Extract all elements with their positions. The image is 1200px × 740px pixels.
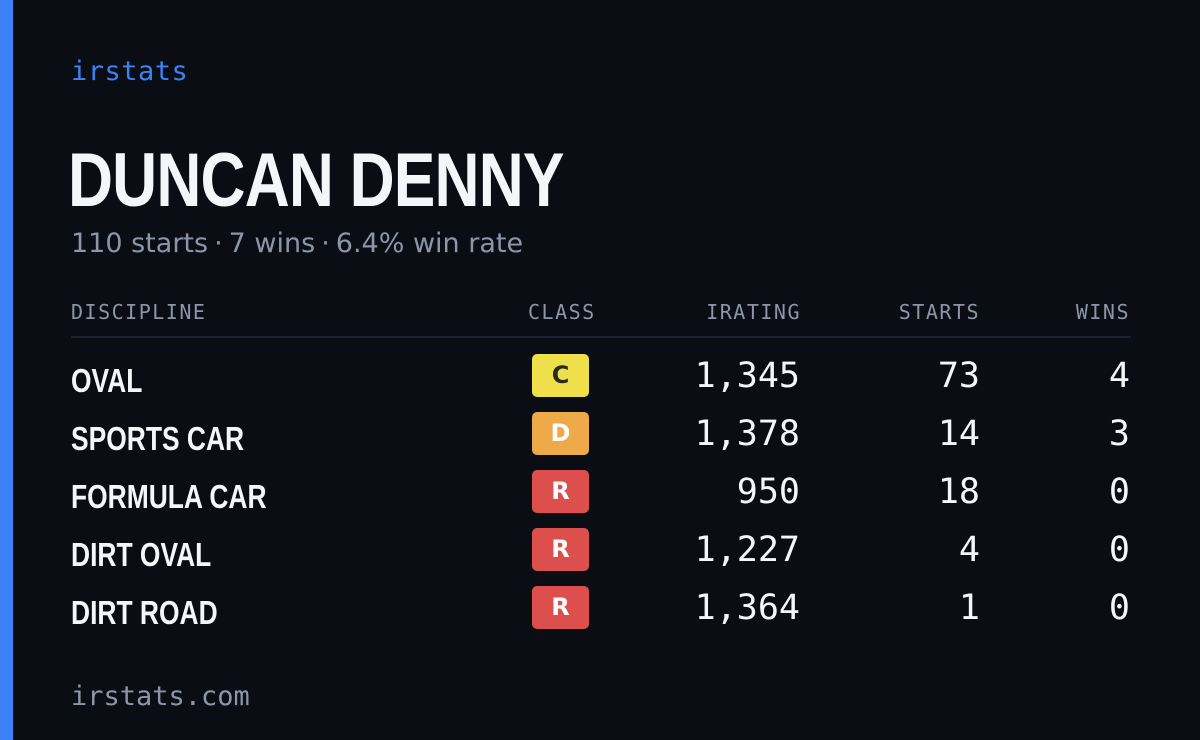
summary-separator: ·: [214, 228, 223, 259]
brand-logo-text: irstats: [71, 56, 189, 87]
header-starts: STARTS: [898, 300, 980, 324]
summary-wins: 7 wins: [228, 228, 316, 259]
row-wins: 4: [1108, 356, 1130, 396]
row-discipline: DIRT OVAL: [71, 536, 212, 573]
driver-summary: 110 starts · 7 wins · 6.4% win rate: [71, 228, 523, 259]
table-row: OVAL C 1,345 73 4: [71, 352, 1131, 410]
row-irating: 1,364: [694, 588, 800, 628]
row-irating: 1,345: [694, 356, 800, 396]
table-body: OVAL C 1,345 73 4 SPORTS CAR D 1,378 14 …: [71, 352, 1131, 642]
header-class: CLASS: [528, 300, 596, 324]
row-wins: 3: [1108, 414, 1130, 454]
row-discipline: SPORTS CAR: [71, 420, 245, 457]
header-irating: IRATING: [706, 300, 801, 324]
row-discipline: DIRT ROAD: [71, 594, 218, 631]
row-irating: 1,227: [694, 530, 800, 570]
summary-starts: 110 starts: [71, 228, 209, 259]
class-badge: R: [532, 528, 589, 571]
driver-name: DUNCAN DENNY: [68, 138, 564, 223]
row-wins: 0: [1108, 472, 1130, 512]
row-starts: 1: [958, 588, 980, 628]
row-discipline: OVAL: [71, 362, 143, 399]
footer-url: irstats.com: [71, 681, 250, 712]
row-starts: 18: [937, 472, 980, 512]
class-badge: C: [532, 354, 589, 397]
summary-win-rate: 6.4% win rate: [335, 228, 524, 259]
class-badge: R: [532, 470, 589, 513]
accent-bar: [0, 0, 13, 740]
table-row: DIRT ROAD R 1,364 1 0: [71, 584, 1131, 642]
summary-separator: ·: [321, 228, 330, 259]
row-discipline: FORMULA CAR: [71, 478, 267, 515]
row-starts: 4: [958, 530, 980, 570]
table-header: DISCIPLINE CLASS IRATING STARTS WINS: [71, 298, 1131, 338]
class-badge: D: [532, 412, 589, 455]
table-row: SPORTS CAR D 1,378 14 3: [71, 410, 1131, 468]
row-irating: 950: [736, 472, 800, 512]
table-row: DIRT OVAL R 1,227 4 0: [71, 526, 1131, 584]
row-wins: 0: [1108, 530, 1130, 570]
row-starts: 14: [937, 414, 980, 454]
class-badge: R: [532, 586, 589, 629]
header-wins: WINS: [1075, 300, 1130, 324]
table-row: FORMULA CAR R 950 18 0: [71, 468, 1131, 526]
header-discipline: DISCIPLINE: [71, 300, 207, 324]
row-starts: 73: [937, 356, 980, 396]
row-irating: 1,378: [694, 414, 800, 454]
discipline-stats-table: DISCIPLINE CLASS IRATING STARTS WINS OVA…: [71, 298, 1131, 642]
row-wins: 0: [1108, 588, 1130, 628]
